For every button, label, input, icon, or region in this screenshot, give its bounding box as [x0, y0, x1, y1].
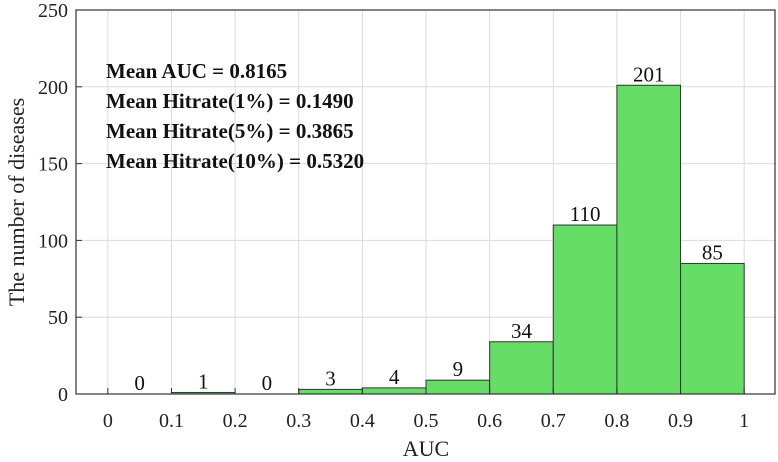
- x-tick-label: 0.7: [541, 410, 566, 432]
- y-tick-label: 0: [58, 384, 68, 406]
- y-tick-label: 50: [48, 307, 68, 329]
- x-tick-label: 0.6: [477, 410, 502, 432]
- x-tick-label: 0.3: [286, 410, 311, 432]
- annotation-mean-hitrate-5: Mean Hitrate(5%) = 0.3865: [106, 119, 354, 143]
- bar-value-label: 4: [389, 365, 400, 389]
- annotation-mean-auc: Mean AUC = 0.8165: [106, 59, 287, 83]
- x-tick-label: 0.2: [223, 410, 248, 432]
- x-tick-labels: 0 0.1 0.2 0.3 0.4 0.5 0.6 0.7 0.8 0.9 1: [103, 388, 749, 432]
- histogram-bar: [552, 224, 618, 395]
- x-tick-label: 0.8: [604, 410, 629, 432]
- y-tick-label: 150: [38, 154, 68, 176]
- bar-value-label: 9: [453, 357, 464, 381]
- bar-value-label: 110: [570, 202, 601, 226]
- annotation-mean-hitrate-10: Mean Hitrate(10%) = 0.5320: [106, 149, 364, 173]
- x-tick-label: 0.1: [159, 410, 184, 432]
- bar-value-label: 0: [262, 371, 273, 395]
- bar-value-label: 201: [633, 62, 665, 86]
- histogram-bar: [680, 262, 745, 395]
- x-tick-label: 0: [103, 410, 113, 432]
- bar-value-label: 0: [134, 371, 145, 395]
- annotation-mean-hitrate-1: Mean Hitrate(1%) = 0.1490: [106, 89, 354, 113]
- x-tick-label: 1: [739, 410, 749, 432]
- bar-value-label: 3: [325, 366, 336, 390]
- histogram-bar: [489, 341, 554, 395]
- bar-value-label: 1: [198, 369, 209, 393]
- bar-value-label: 34: [511, 319, 533, 343]
- bar-value-label: 85: [702, 240, 723, 264]
- y-axis-label: The number of diseases: [4, 98, 29, 306]
- y-tick-labels: 0 50 100 150 200 250: [38, 0, 82, 406]
- x-tick-label: 0.5: [414, 410, 439, 432]
- x-axis-label: AUC: [403, 436, 449, 461]
- x-tick-label: 0.9: [668, 410, 693, 432]
- histogram-bar: [616, 84, 682, 395]
- x-tick-label: 0.4: [350, 410, 375, 432]
- histogram-bar: [425, 379, 491, 395]
- y-tick-label: 250: [38, 0, 68, 22]
- y-tick-label: 200: [38, 77, 68, 99]
- y-tick-label: 100: [38, 230, 68, 252]
